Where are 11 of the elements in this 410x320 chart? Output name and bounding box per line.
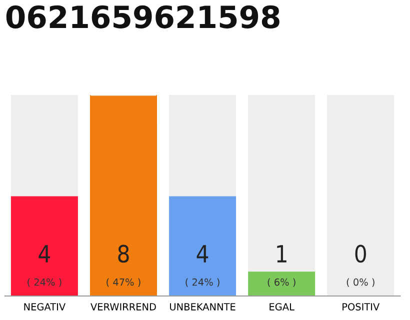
x-tick-label: EGAL: [270, 303, 294, 310]
data-label: 8 ( 47% ): [106, 244, 140, 287]
data-label: 4 ( 24% ): [186, 245, 220, 287]
x-tick-label: VERWIRREND: [90, 303, 156, 310]
data-label: 4 ( 24% ): [28, 245, 62, 287]
x-tick-label: NEGATIV: [24, 303, 66, 310]
data-label: 0 ( 0% ): [346, 244, 374, 287]
x-tick-label: POSITIV: [342, 303, 380, 310]
data-label: 1 ( 6% ): [268, 245, 296, 287]
chart-title: 0621659621598: [6, 5, 280, 28]
x-tick-label: UNBEKANNTE: [170, 303, 236, 310]
